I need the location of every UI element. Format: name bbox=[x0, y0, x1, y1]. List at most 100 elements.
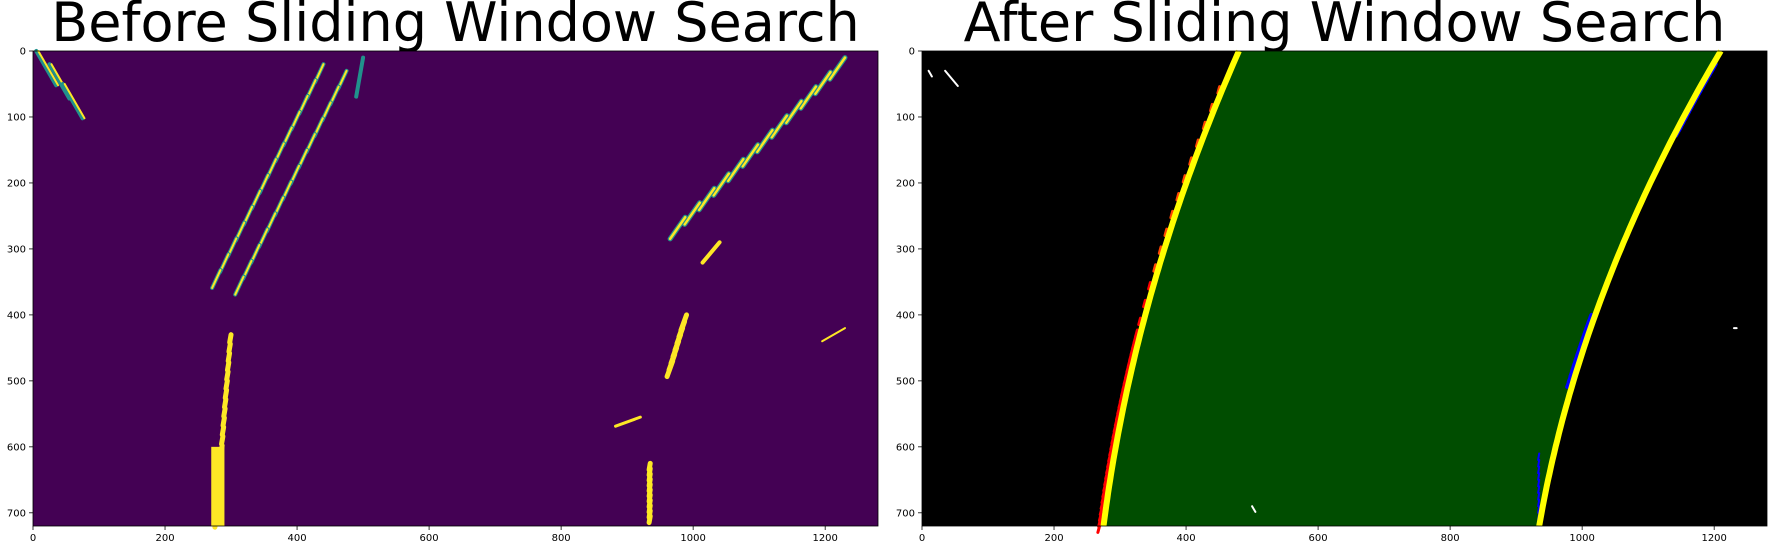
lane-streak bbox=[60, 81, 85, 121]
lane-streak bbox=[755, 128, 774, 154]
y-tick-label: 700 bbox=[7, 508, 26, 519]
x-tick-label: 600 bbox=[420, 533, 439, 544]
y-tick-label: 0 bbox=[20, 47, 26, 58]
before-lane-pixels bbox=[34, 49, 848, 530]
before-panel: 0 200 400 600 800 1000 1200 0 100 200 300 400 500 600… bbox=[7, 47, 879, 545]
y-tick-label: 600 bbox=[896, 442, 915, 453]
y-tick-label: 500 bbox=[896, 376, 915, 387]
y-tick-label: 100 bbox=[896, 112, 915, 123]
lane-streak bbox=[222, 387, 230, 401]
lane-streak bbox=[219, 424, 227, 438]
left-lane-pixel bbox=[1157, 245, 1163, 255]
y-tick-label: 200 bbox=[896, 178, 915, 189]
y-tick-label: 300 bbox=[7, 244, 26, 255]
x-tick-label: 0 bbox=[919, 533, 925, 544]
right-panel-title: After Sliding Window Search bbox=[963, 0, 1726, 54]
right-lane-pixel bbox=[1537, 472, 1541, 481]
lane-streak bbox=[63, 82, 86, 120]
lane-streak bbox=[225, 350, 233, 364]
after-axis-ticks: 0 200 400 600 800 1000 1200 0 100 200 300 400 500 600… bbox=[896, 47, 1727, 545]
lane-streak bbox=[668, 216, 687, 241]
lane-streak bbox=[741, 143, 760, 168]
lane-streak bbox=[697, 186, 716, 212]
lane-streak bbox=[683, 201, 702, 226]
before-axis-ticks: 0 200 400 600 800 1000 1200 0 100 200 300 400 500 600… bbox=[7, 47, 838, 545]
y-tick-label: 500 bbox=[7, 376, 26, 387]
right-lane-pixel bbox=[1537, 498, 1541, 508]
lane-pixel-block bbox=[211, 446, 225, 526]
left-lane-pixel bbox=[1169, 209, 1175, 220]
lane-streak bbox=[223, 378, 230, 392]
lane-streak bbox=[226, 341, 233, 355]
left-lane-pixel bbox=[1175, 192, 1181, 202]
y-tick-label: 600 bbox=[7, 442, 26, 453]
left-lane-pixel bbox=[1142, 298, 1147, 309]
lane-streak bbox=[234, 275, 245, 296]
lane-streak bbox=[221, 406, 228, 419]
lane-streak bbox=[227, 332, 234, 345]
x-tick-label: 800 bbox=[1441, 533, 1460, 544]
lane-streak bbox=[37, 50, 60, 87]
lane-streak bbox=[646, 513, 653, 526]
lane-streak bbox=[211, 269, 222, 289]
lane-streak bbox=[664, 358, 676, 380]
left-lane-pixel bbox=[1181, 174, 1187, 184]
after-axes-frame bbox=[921, 50, 1768, 527]
x-tick-label: 200 bbox=[155, 533, 174, 544]
x-tick-label: 600 bbox=[1309, 533, 1328, 544]
right-lane-pixel bbox=[1537, 505, 1541, 514]
left-panel-title: Before Sliding Window Search bbox=[51, 0, 860, 54]
right-lane-pixel bbox=[1537, 478, 1541, 488]
noise-pixel bbox=[927, 69, 933, 78]
noise-pixel bbox=[944, 69, 959, 87]
lane-streak bbox=[726, 157, 745, 183]
left-lane-pixel bbox=[1163, 227, 1169, 238]
lane-streak bbox=[814, 70, 832, 95]
lane-streak bbox=[700, 240, 722, 265]
left-lane-pixel bbox=[1201, 120, 1207, 131]
x-tick-label: 800 bbox=[552, 533, 571, 544]
lane-streak bbox=[770, 114, 789, 139]
left-lane-fit-line bbox=[1100, 49, 1242, 527]
lane-streak bbox=[614, 415, 642, 428]
left-lane-pixel bbox=[1137, 316, 1142, 327]
before-image-background bbox=[33, 51, 878, 526]
lane-streak bbox=[828, 56, 847, 81]
before-axes-frame bbox=[32, 50, 879, 527]
lane-area-fill bbox=[1103, 51, 1721, 526]
y-tick-label: 300 bbox=[896, 244, 915, 255]
lane-streak bbox=[354, 55, 366, 99]
right-lane-pixel bbox=[1537, 485, 1541, 494]
right-lane-pixel bbox=[1537, 465, 1541, 475]
x-tick-label: 1200 bbox=[1701, 533, 1726, 544]
x-tick-label: 1000 bbox=[1569, 533, 1594, 544]
x-tick-label: 1200 bbox=[812, 533, 837, 544]
lane-streak bbox=[219, 433, 226, 447]
right-lane-pixel bbox=[1537, 492, 1541, 501]
lane-streak bbox=[799, 85, 818, 110]
x-tick-label: 400 bbox=[288, 533, 307, 544]
y-tick-label: 0 bbox=[909, 47, 915, 58]
x-tick-label: 0 bbox=[30, 533, 36, 544]
lane-streak bbox=[785, 99, 803, 125]
left-lane-pixel bbox=[1188, 156, 1193, 166]
after-panel: 0 200 400 600 800 1000 1200 0 100 200 300 400 500 600… bbox=[896, 47, 1768, 545]
lane-streak bbox=[712, 172, 731, 197]
lane-streak bbox=[220, 415, 227, 429]
lane-streak bbox=[221, 396, 229, 410]
lane-streak bbox=[224, 359, 232, 373]
x-tick-label: 400 bbox=[1177, 533, 1196, 544]
left-lane-pixel bbox=[1152, 263, 1158, 273]
lane-streak bbox=[821, 327, 846, 343]
lane-streak bbox=[34, 49, 59, 88]
left-lane-pixel bbox=[1147, 281, 1152, 291]
y-tick-label: 200 bbox=[7, 178, 26, 189]
y-tick-label: 700 bbox=[896, 508, 915, 519]
y-tick-label: 400 bbox=[7, 310, 26, 321]
y-tick-label: 400 bbox=[896, 310, 915, 321]
left-lane-pixel bbox=[1194, 138, 1200, 148]
x-tick-label: 1000 bbox=[680, 533, 705, 544]
x-tick-label: 200 bbox=[1044, 533, 1063, 544]
right-lane-fit-line bbox=[1536, 49, 1724, 527]
